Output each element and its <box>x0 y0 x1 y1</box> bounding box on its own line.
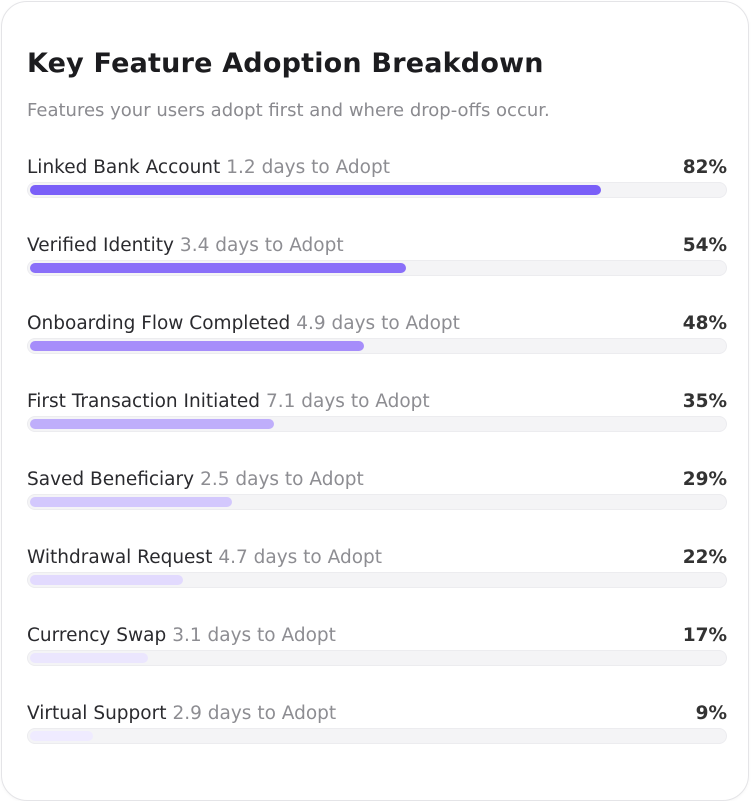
percent-label: 48% <box>682 313 727 334</box>
feature-name: Withdrawal Request <box>27 547 213 568</box>
progress-track <box>27 650 727 666</box>
feature-row: Currency Swap 3.1 days to Adopt 17% <box>27 625 727 666</box>
feature-row: Linked Bank Account 1.2 days to Adopt 82% <box>27 157 727 198</box>
progress-track <box>27 572 727 588</box>
feature-name: Verified Identity <box>27 235 174 256</box>
progress-track <box>27 494 727 510</box>
percent-label: 29% <box>682 469 727 490</box>
feature-label-line: Withdrawal Request 4.7 days to Adopt <box>27 547 727 568</box>
feature-name: Virtual Support <box>27 703 167 724</box>
progress-bar <box>30 653 149 663</box>
feature-label-line: First Transaction Initiated 7.1 days to A… <box>27 391 727 412</box>
adoption-time: 2.9 days to Adopt <box>172 703 337 724</box>
percent-label: 54% <box>682 235 727 256</box>
progress-bar <box>30 185 601 195</box>
feature-label-line: Linked Bank Account 1.2 days to Adopt <box>27 157 727 178</box>
adoption-time: 1.2 days to Adopt <box>226 157 390 178</box>
adoption-time: 3.1 days to Adopt <box>172 625 336 646</box>
percent-label: 22% <box>682 547 727 568</box>
adoption-time: 3.4 days to Adopt <box>179 235 344 256</box>
adoption-time: 2.5 days to Adopt <box>200 469 364 490</box>
feature-label-line: Verified Identity 3.4 days to Adopt <box>27 235 727 256</box>
feature-row: Virtual Support 2.9 days to Adopt 9% <box>27 703 727 744</box>
percent-label: 35% <box>682 391 727 412</box>
feature-name: First Transaction Initiated <box>27 391 260 412</box>
feature-row: Saved Beneficiary 2.5 days to Adopt 29% <box>27 469 727 510</box>
progress-bar <box>30 341 365 351</box>
feature-label-line: Currency Swap 3.1 days to Adopt <box>27 625 727 646</box>
feature-row: First Transaction Initiated 7.1 days to A… <box>27 391 727 432</box>
percent-label: 17% <box>682 625 727 646</box>
progress-track <box>27 182 727 198</box>
percent-label: 82% <box>682 157 727 178</box>
feature-row: Onboarding Flow Completed 4.9 days to Ado… <box>27 313 727 354</box>
feature-label-line: Virtual Support 2.9 days to Adopt <box>27 703 727 724</box>
feature-name: Saved Beneficiary <box>27 469 195 490</box>
feature-label-line: Saved Beneficiary 2.5 days to Adopt <box>27 469 727 490</box>
chart-title: Key Feature Adoption Breakdown <box>27 48 544 79</box>
progress-bar <box>30 497 232 507</box>
feature-name: Currency Swap <box>27 625 167 646</box>
percent-label: 9% <box>695 703 727 724</box>
adoption-time: 7.1 days to Adopt <box>265 391 430 412</box>
progress-track <box>27 260 727 276</box>
progress-bar <box>30 419 274 429</box>
progress-track <box>27 416 727 432</box>
feature-row: Withdrawal Request 4.7 days to Adopt 22% <box>27 547 727 588</box>
progress-bar <box>30 731 93 741</box>
feature-name: Onboarding Flow Completed <box>27 313 291 334</box>
feature-name: Linked Bank Account <box>27 157 221 178</box>
progress-track <box>27 338 727 354</box>
progress-bar <box>30 575 184 585</box>
chart-subtitle: Features your users adopt first and wher… <box>27 100 550 121</box>
feature-row: Verified Identity 3.4 days to Adopt 54% <box>27 235 727 276</box>
adoption-time: 4.9 days to Adopt <box>296 313 460 334</box>
feature-label-line: Onboarding Flow Completed 4.9 days to Ado… <box>27 313 727 334</box>
progress-bar <box>30 263 406 273</box>
adoption-time: 4.7 days to Adopt <box>218 547 383 568</box>
progress-track <box>27 728 727 744</box>
